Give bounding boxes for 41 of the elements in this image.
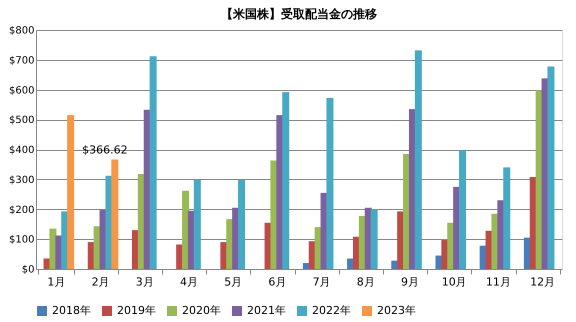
bar	[326, 98, 334, 269]
x-tick-label: 5月	[224, 276, 242, 288]
bar	[111, 159, 118, 269]
bar	[150, 56, 157, 269]
x-tick-label: 11月	[486, 276, 511, 288]
x-tick-label: 2月	[92, 276, 110, 288]
bar	[194, 180, 201, 269]
y-tick-label: $200	[9, 204, 34, 216]
x-tick-label: 8月	[356, 276, 375, 288]
y-tick-label: $0	[22, 264, 34, 276]
y-tick-label: $300	[9, 174, 34, 186]
bar	[282, 92, 290, 269]
chart-title: 【米国株】受取配当金の推移	[221, 7, 377, 21]
x-tick-label: 4月	[180, 276, 198, 288]
y-tick-label: $800	[9, 26, 34, 36]
y-tick-label: $700	[9, 55, 34, 66]
bar	[459, 150, 466, 269]
x-tick-label: 3月	[136, 276, 154, 288]
legend-label: 2021年	[247, 304, 286, 317]
x-tick-label: 1月	[47, 276, 66, 288]
bar	[503, 167, 510, 269]
x-tick-label: 6月	[268, 276, 286, 288]
legend-label: 2020年	[182, 304, 221, 317]
y-tick-label: $500	[9, 115, 34, 126]
x-tick-label: 12月	[530, 276, 556, 288]
legend-label: 2018年	[52, 304, 91, 317]
bar	[414, 50, 422, 269]
data-label: $366.62	[82, 143, 128, 156]
bar	[67, 115, 74, 269]
x-tick-label: 7月	[312, 276, 331, 288]
y-tick-label: $600	[9, 85, 34, 96]
x-tick-label: 9月	[401, 276, 420, 288]
legend-label: 2023年	[377, 304, 416, 317]
legend-label: 2019年	[117, 304, 156, 317]
bar	[370, 209, 378, 269]
y-tick-label: $400	[9, 145, 34, 156]
bar	[547, 66, 554, 269]
bar	[238, 180, 246, 269]
legend-label: 2022年	[312, 304, 351, 317]
x-tick-label: 10月	[442, 276, 467, 288]
y-tick-label: $100	[9, 234, 34, 246]
